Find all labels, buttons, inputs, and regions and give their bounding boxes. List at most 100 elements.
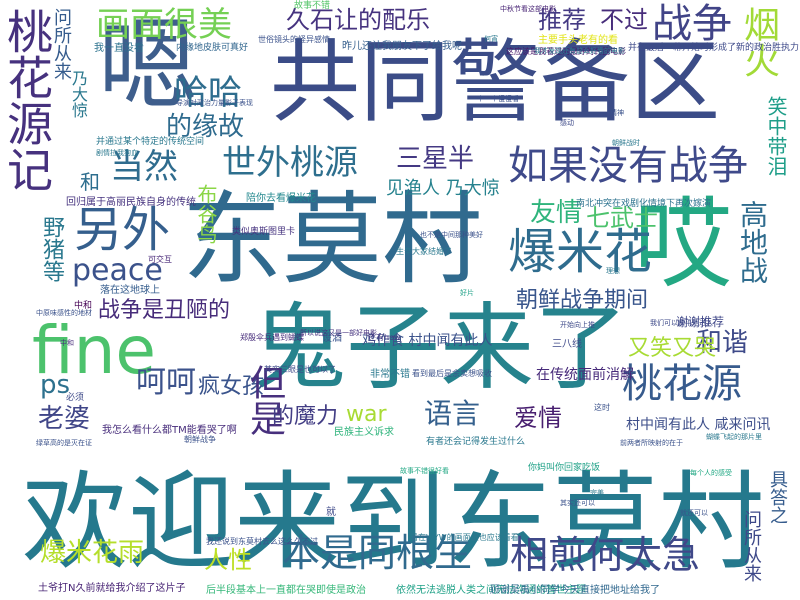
cloud-word: 这时	[594, 403, 610, 412]
cloud-word: 顾谢吴禹小同学今天直接把地址给我了	[490, 585, 660, 596]
cloud-word: 前两者所映射的在于	[620, 439, 683, 447]
cloud-word: 世外桃源	[222, 143, 358, 183]
cloud-word: 久石让的配乐	[286, 6, 430, 34]
cloud-word: war	[346, 402, 387, 427]
cloud-word: 内缘地皮肤可真好	[176, 43, 249, 53]
cloud-word: 战争	[652, 1, 732, 47]
cloud-word: 其实还可以	[560, 499, 595, 507]
cloud-word: 完美	[590, 489, 604, 497]
cloud-word: 呵呵	[136, 365, 196, 400]
cloud-word: 东莫村	[182, 181, 482, 298]
cloud-word: 其实三眼是也可以了	[264, 365, 336, 374]
cloud-word: 何宵	[484, 35, 498, 43]
cloud-word: 笑中带泪	[764, 96, 788, 176]
cloud-word: 剧情拉我狗血	[96, 149, 138, 157]
cloud-word: 不过	[600, 6, 648, 34]
cloud-word: 七武士	[586, 204, 658, 232]
cloud-word: 可交互	[148, 255, 172, 264]
cloud-word: 桃花源记	[0, 8, 54, 192]
cloud-word: 高地战	[736, 200, 769, 284]
cloud-word: 嗯	[98, 7, 198, 124]
cloud-word: 本是同根生	[282, 531, 473, 575]
cloud-word: 依然无法逃脱人类之间无法沟通的普世主题	[396, 585, 586, 596]
cloud-word: 问所从来	[741, 510, 762, 582]
cloud-word: 问所从来	[51, 8, 72, 80]
cloud-word: 但是	[244, 364, 285, 436]
cloud-word: 爱情	[514, 404, 562, 432]
cloud-word: 谢谢推荐	[676, 315, 725, 329]
cloud-word: 好片	[460, 289, 474, 297]
cloud-word: 爆米花雨	[40, 538, 145, 568]
cloud-word: 另外	[74, 202, 171, 258]
cloud-word: 烟火	[738, 6, 779, 78]
cloud-word: fine	[32, 312, 157, 389]
cloud-word: 一个一个慢慢看	[470, 95, 519, 103]
cloud-word: ps	[40, 370, 71, 400]
cloud-word: 欢迎来到东莫村	[22, 461, 764, 584]
cloud-word: 具答之	[767, 470, 788, 524]
cloud-word: 我还说到东莫村去么这么久不过	[206, 537, 318, 546]
cloud-word: 看到最后是余卖想吸收	[412, 369, 492, 378]
cloud-word: 哈哈	[174, 73, 242, 113]
cloud-word: 三八线	[552, 339, 582, 350]
cloud-word: 主要手头老有的看	[538, 35, 618, 46]
cloud-word: 疯女孩	[198, 374, 265, 399]
cloud-word: 民族主义诉求	[334, 427, 394, 438]
cloud-word: 朝鲜战时	[612, 139, 640, 147]
cloud-word: 当然	[110, 147, 178, 187]
cloud-word: 理想	[606, 267, 620, 275]
cloud-word: 中和	[60, 339, 74, 347]
cloud-word: 鬼子来了	[252, 294, 629, 403]
cloud-word: 朝鲜战争	[184, 435, 216, 444]
cloud-word: 土爷打N久前就给我介绍了这片子	[38, 583, 186, 594]
cloud-word: 友情	[530, 198, 583, 228]
cloud-word: 每个人的感受	[690, 469, 732, 477]
cloud-word: 落在这地球上	[100, 285, 160, 296]
cloud-word: 在传统面前消解	[536, 367, 634, 383]
cloud-word: 和	[80, 170, 100, 194]
cloud-word: 绿草高的是灭在证	[36, 439, 92, 447]
cloud-word: 世俗镜头的怪异感情	[258, 35, 330, 44]
cloud-word: 如果没有战争	[508, 143, 748, 189]
cloud-word: 有者还会记得发生过什么	[426, 437, 526, 447]
cloud-word: 蝴蝶飞起的那片里	[706, 433, 762, 441]
cloud-word: 必须	[66, 393, 85, 403]
cloud-word: 爆米花	[508, 224, 653, 280]
cloud-word: 朝鲜战争期间	[516, 288, 649, 313]
cloud-word: 也不是中间那种美好	[420, 231, 483, 239]
cloud-word: 推荐	[538, 6, 586, 34]
cloud-word: 感动	[560, 119, 574, 127]
cloud-word: 的缘故	[166, 112, 245, 142]
cloud-word: 开始向上推	[560, 321, 595, 329]
cloud-word: 回归属于高丽民族自身的传统	[66, 197, 196, 208]
cloud-word: 和谐	[696, 328, 749, 358]
cloud-word: 老婆	[38, 404, 91, 434]
cloud-word: 生辛大家结婚了	[396, 247, 452, 256]
cloud-word: 桃花源	[622, 361, 742, 407]
cloud-word: 郑殷伞兵遇到蝴蝶	[240, 333, 304, 342]
cloud-word: 我怎么看什么都TM能看哭了啊	[102, 425, 237, 436]
cloud-word: 乃大惊	[69, 70, 88, 118]
cloud-word: 鸡作食 村中闻有此人	[362, 333, 493, 349]
cloud-word: 精神	[610, 109, 624, 117]
cloud-word: 哎	[634, 188, 733, 302]
cloud-word: 非常不错	[370, 369, 410, 380]
cloud-word: 语言	[424, 397, 481, 430]
cloud-word: 这应该是我看过的最好的韩国电影	[506, 47, 626, 56]
cloud-word: 布谷鸟	[194, 184, 218, 244]
cloud-word: 中原味感性的地材	[36, 309, 92, 317]
cloud-word: 导演对政治力量影子表现	[176, 99, 253, 107]
cloud-word: 看在WYW的画面上也应该看看	[410, 533, 519, 542]
cloud-word: 所以说这又是一部好电影	[300, 329, 377, 337]
cloud-word: 就还可以	[680, 509, 708, 517]
cloud-word: 南北冲突在戏剧化情境下再次嫁演	[576, 199, 712, 209]
cloud-word: 见渔人 乃大惊	[386, 178, 500, 199]
cloud-word: 还有how	[368, 333, 401, 342]
cloud-word: 设酒	[322, 333, 342, 344]
cloud-word: peace	[72, 253, 163, 288]
cloud-word: 我一直没看	[94, 43, 144, 54]
cloud-word: 人性	[204, 546, 252, 574]
cloud-word: 三星半	[396, 144, 475, 174]
cloud-word: 故事不错	[294, 1, 331, 11]
